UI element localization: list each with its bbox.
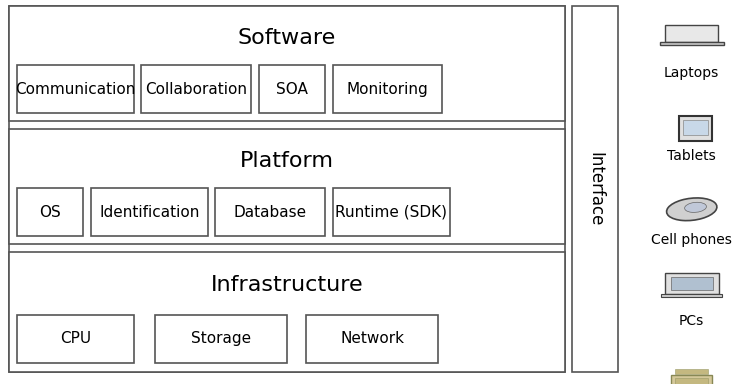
Text: Infrastructure: Infrastructure (211, 275, 363, 295)
Text: Monitoring: Monitoring (346, 82, 429, 97)
FancyBboxPatch shape (155, 315, 287, 363)
FancyBboxPatch shape (683, 120, 708, 135)
Text: PCs: PCs (679, 314, 705, 328)
Text: SOA: SOA (276, 82, 308, 97)
Ellipse shape (667, 198, 717, 221)
Text: Collaboration: Collaboration (145, 82, 247, 97)
Text: Network: Network (340, 331, 404, 346)
Text: Runtime (SDK): Runtime (SDK) (335, 205, 448, 220)
Text: Identification: Identification (99, 205, 200, 220)
FancyBboxPatch shape (17, 65, 134, 113)
FancyBboxPatch shape (9, 129, 565, 244)
FancyBboxPatch shape (141, 65, 251, 113)
FancyBboxPatch shape (17, 315, 134, 363)
Text: Platform: Platform (240, 151, 334, 171)
Text: Interface: Interface (586, 152, 604, 226)
Text: Database: Database (234, 205, 307, 220)
FancyBboxPatch shape (91, 188, 208, 236)
FancyBboxPatch shape (215, 188, 325, 236)
FancyBboxPatch shape (671, 375, 712, 384)
FancyBboxPatch shape (333, 188, 450, 236)
Text: Software: Software (238, 28, 336, 48)
FancyBboxPatch shape (9, 252, 565, 372)
FancyBboxPatch shape (17, 188, 83, 236)
Text: OS: OS (39, 205, 60, 220)
Text: CPU: CPU (60, 331, 91, 346)
FancyBboxPatch shape (680, 116, 711, 141)
FancyBboxPatch shape (661, 294, 723, 297)
Text: Storage: Storage (191, 331, 251, 346)
Text: Communication: Communication (15, 82, 135, 97)
FancyBboxPatch shape (671, 277, 713, 290)
Text: Laptops: Laptops (664, 66, 720, 80)
FancyBboxPatch shape (572, 6, 618, 372)
Ellipse shape (685, 202, 706, 212)
Text: Cell phones: Cell phones (652, 233, 732, 247)
FancyBboxPatch shape (659, 42, 723, 45)
FancyBboxPatch shape (9, 6, 565, 372)
FancyBboxPatch shape (665, 25, 718, 42)
Text: Tablets: Tablets (668, 149, 716, 162)
FancyBboxPatch shape (259, 65, 325, 113)
FancyBboxPatch shape (333, 65, 442, 113)
FancyBboxPatch shape (675, 378, 708, 384)
FancyBboxPatch shape (675, 369, 708, 374)
FancyBboxPatch shape (9, 6, 565, 121)
FancyBboxPatch shape (306, 315, 438, 363)
FancyBboxPatch shape (665, 273, 719, 294)
